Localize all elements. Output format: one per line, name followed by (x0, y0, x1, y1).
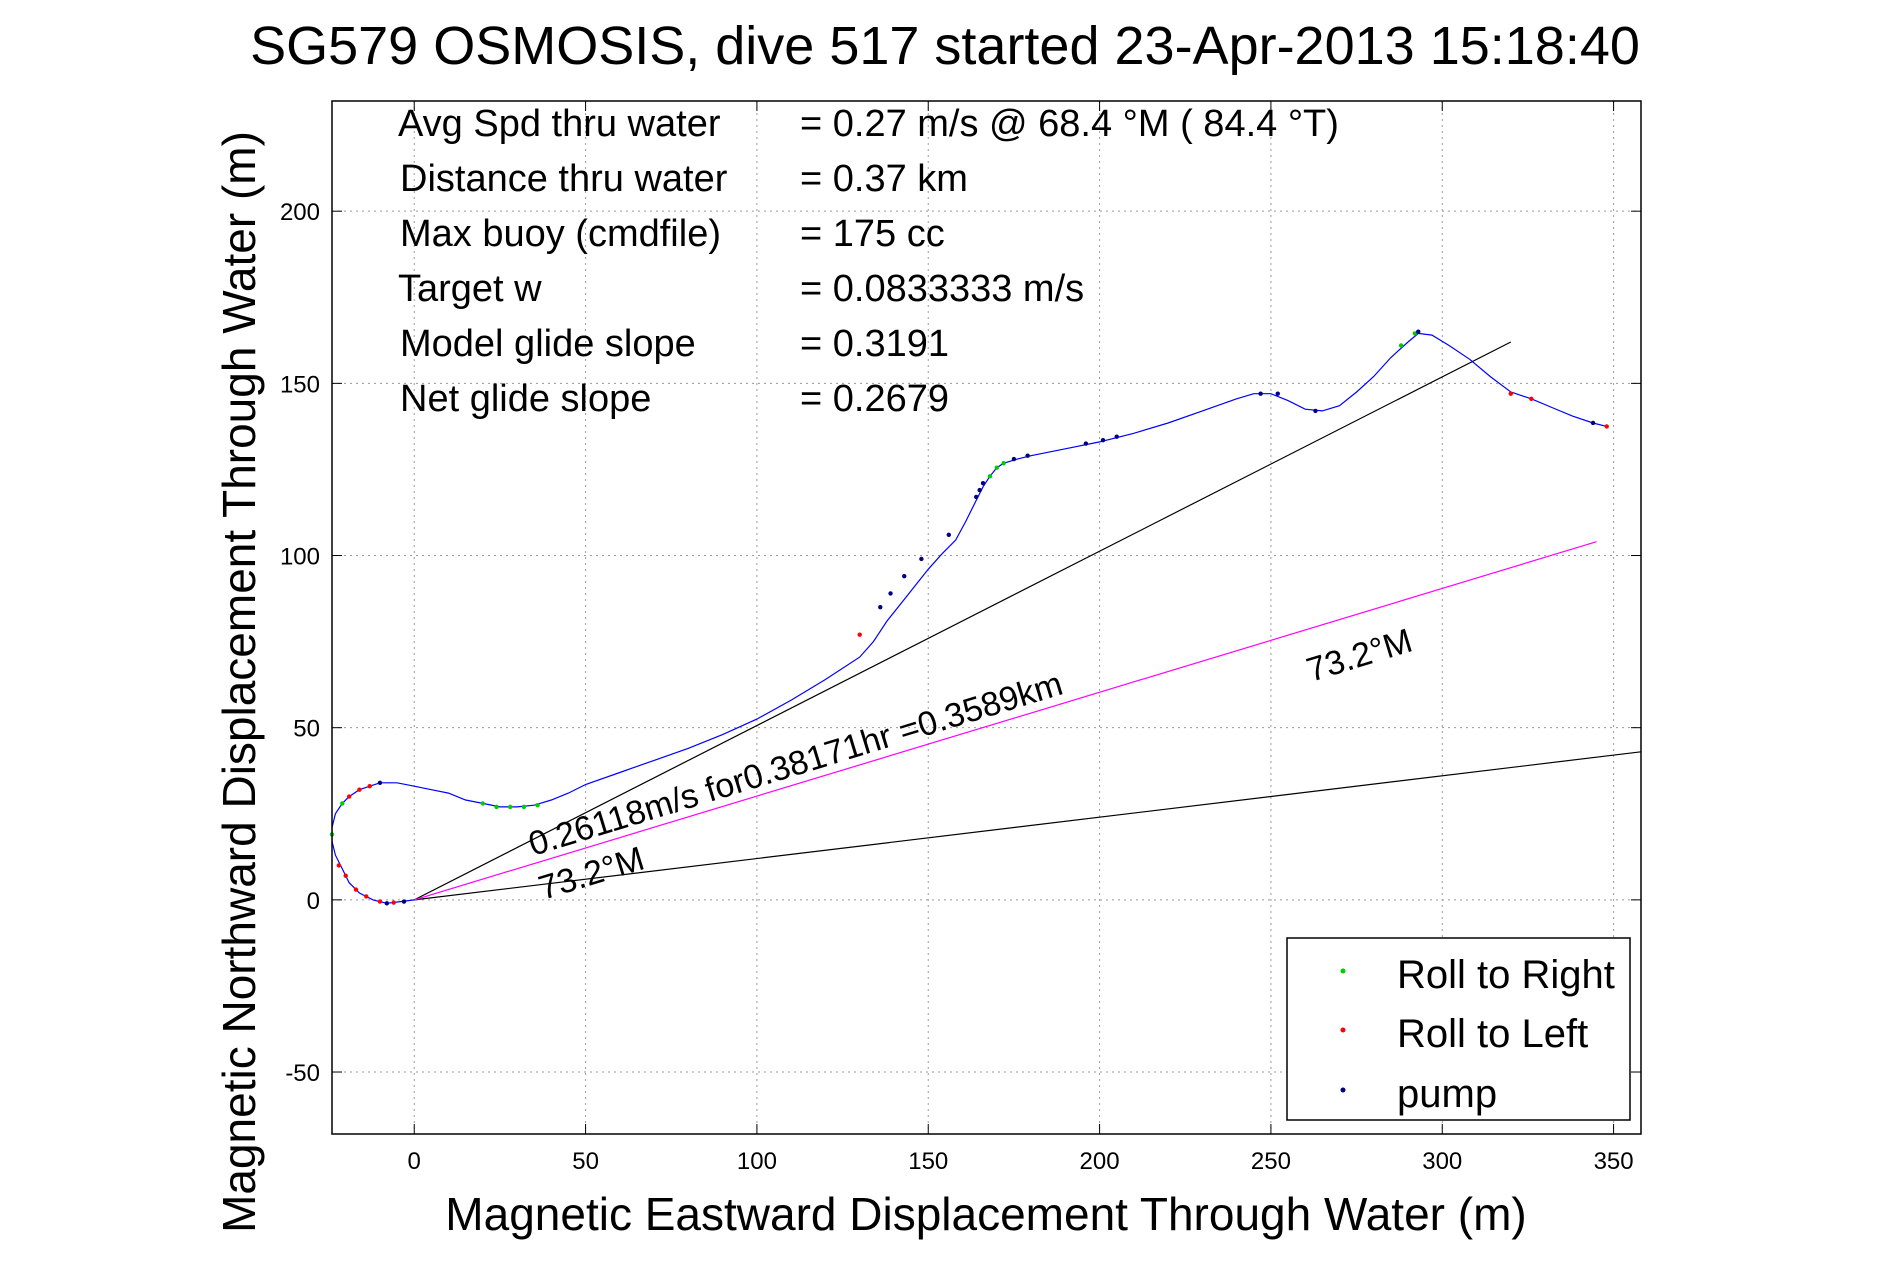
stat-label-model-glide: Model glide slope (400, 323, 696, 365)
legend-marker-roll-right (1340, 968, 1346, 974)
marker-roll-right (1001, 461, 1006, 466)
marker-pump (888, 591, 893, 596)
marker-roll-right (340, 801, 345, 806)
x-tick-label: 350 (1594, 1148, 1634, 1175)
stat-label-max-buoy: Max buoy (cmdfile) (400, 213, 721, 255)
y-axis-label: Magnetic Northward Displacement Through … (213, 131, 265, 1233)
x-tick-label: 150 (908, 1148, 948, 1175)
marker-roll-left (364, 894, 369, 899)
grid-lines (332, 101, 1641, 1134)
stat-label-net-glide: Net glide slope (400, 378, 651, 420)
marker-roll-right (987, 474, 993, 479)
x-axis-label: Magnetic Eastward Displacement Through W… (445, 1188, 1526, 1240)
y-tick-label: 150 (280, 371, 320, 398)
marker-roll-left (1604, 424, 1609, 429)
marker-roll-left (367, 784, 372, 789)
y-tick-label: 100 (280, 544, 320, 571)
x-tick-label: 100 (737, 1148, 777, 1175)
x-tick-label: 250 (1251, 1148, 1291, 1175)
stat-value-target-w: = 0.0833333 m/s (800, 268, 1084, 310)
stat-label-avg-speed: Avg Spd thru water (398, 103, 721, 145)
marker-pump (1114, 434, 1119, 439)
stat-value-model-glide: = 0.3191 (800, 323, 949, 365)
marker-pump (974, 494, 979, 500)
marker-pump (1590, 420, 1596, 426)
marker-roll-left (1529, 396, 1534, 402)
marker-pump (980, 481, 986, 486)
marker-roll-right (480, 801, 485, 806)
chart-title: SG579 OSMOSIS, dive 517 started 23-Apr-2… (250, 16, 1640, 76)
marker-roll-left (1508, 391, 1513, 396)
legend-marker-roll-left (1340, 1027, 1346, 1033)
axis-ticks: 0 50 100 150 200 250 300 350 -50 0 50 100 150 200 (280, 101, 1641, 1175)
marker-pump (384, 901, 390, 906)
marker-roll-right (521, 804, 527, 810)
y-tick-label: -50 (285, 1060, 320, 1087)
legend: Roll to Right Roll to Left pump (1286, 937, 1631, 1121)
legend-marker-pump (1340, 1087, 1346, 1093)
marker-pump (977, 487, 982, 493)
marker-layer (329, 329, 1609, 906)
series-model-glide-line (413, 341, 1512, 901)
stat-label-distance: Distance thru water (400, 158, 728, 200)
stat-value-avg-speed: = 0.27 m/s @ 68.4 °M ( 84.4 °T) (800, 103, 1339, 145)
marker-roll-right (1398, 343, 1404, 348)
marker-roll-left (391, 900, 396, 905)
marker-pump (1011, 456, 1017, 462)
legend-label-roll-left: Roll to Left (1397, 1012, 1588, 1056)
marker-roll-right (507, 804, 513, 810)
marker-pump (878, 604, 883, 610)
marker-pump (946, 532, 952, 538)
stat-label-target-w: Target w (398, 268, 542, 310)
marker-roll-left (353, 887, 359, 892)
x-tick-label: 300 (1422, 1148, 1462, 1175)
marker-roll-left (346, 794, 352, 799)
x-tick-label: 0 (408, 1148, 421, 1175)
x-tick-label: 50 (572, 1148, 599, 1175)
stat-value-net-glide: = 0.2679 (800, 378, 949, 420)
marker-roll-left (857, 632, 862, 637)
stats-block: Avg Spd thru water = 0.27 m/s @ 68.4 °M … (398, 103, 1339, 420)
marker-roll-right (1412, 331, 1418, 336)
marker-pump (919, 556, 924, 562)
marker-roll-right (494, 804, 499, 810)
series-net-heading-line (414, 541, 1597, 901)
legend-label-roll-right: Roll to Right (1397, 953, 1615, 997)
series-lower-reference-line (414, 751, 1641, 901)
marker-pump (1100, 437, 1106, 443)
marker-pump (1275, 391, 1280, 396)
marker-pump (377, 780, 383, 785)
stat-value-distance: = 0.37 km (800, 158, 968, 200)
marker-roll-right (535, 802, 540, 808)
marker-pump (401, 899, 407, 904)
marker-roll-left (357, 787, 362, 792)
marker-roll-left (377, 899, 383, 904)
marker-pump (1083, 441, 1089, 446)
stat-value-max-buoy: = 175 cc (800, 213, 945, 255)
y-tick-label: 200 (280, 199, 320, 226)
marker-roll-right (994, 465, 999, 470)
marker-roll-left (343, 873, 348, 878)
y-tick-label: 50 (293, 716, 320, 743)
x-tick-label: 200 (1080, 1148, 1120, 1175)
marker-roll-left (336, 863, 342, 868)
y-tick-label: 0 (307, 888, 320, 915)
marker-pump (1025, 453, 1030, 458)
plot-frame (331, 100, 1642, 1135)
marker-pump (1258, 391, 1263, 396)
marker-pump (902, 573, 907, 579)
marker-pump (1416, 329, 1421, 334)
legend-label-pump: pump (1397, 1072, 1497, 1116)
marker-pump (1313, 408, 1318, 414)
